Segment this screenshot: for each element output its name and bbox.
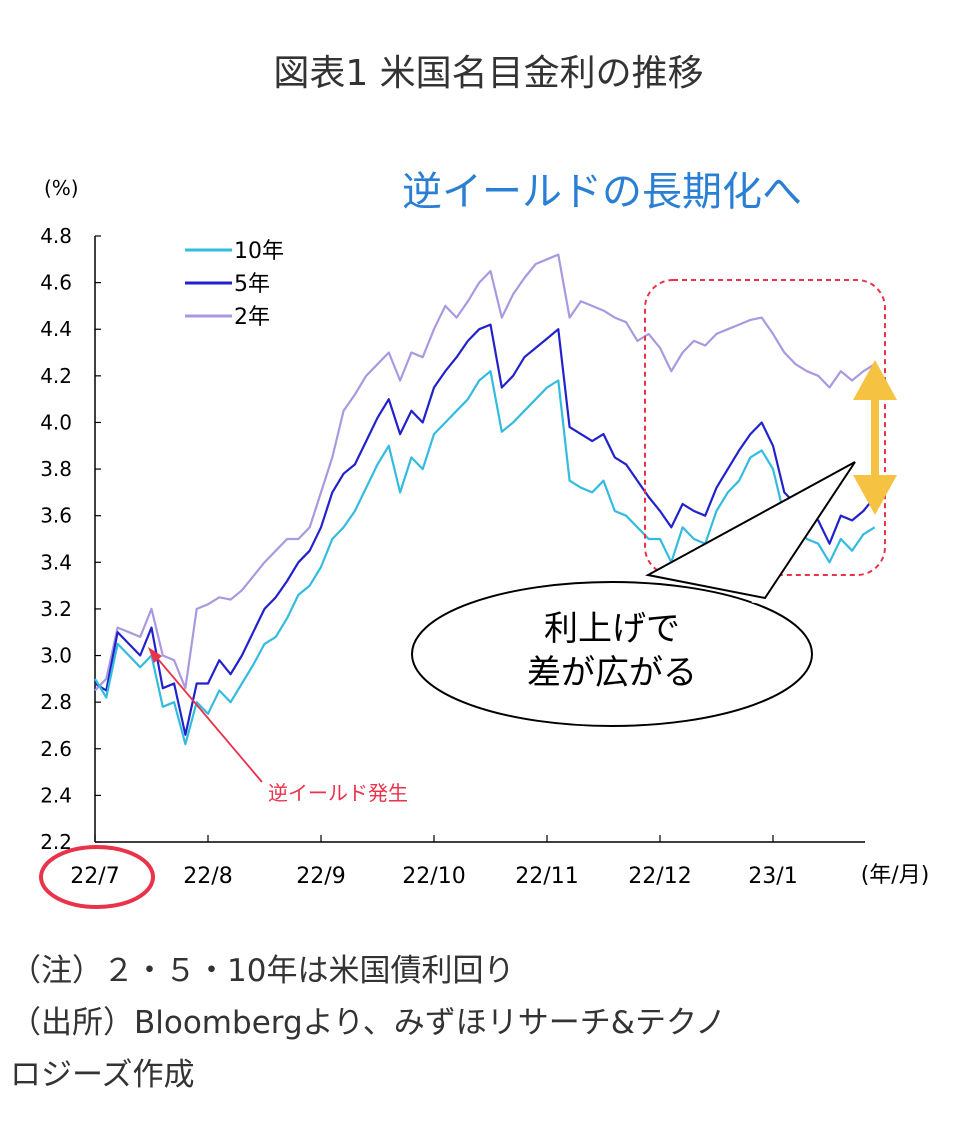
- callout-line-2: 差が広がる: [527, 653, 697, 693]
- inversion-arrow-head: [148, 647, 162, 663]
- y-tick-label: 2.6: [40, 737, 72, 761]
- legend-label: 10年: [234, 239, 284, 264]
- series-layer: 10年 5年 2年: [94, 239, 876, 746]
- figure-title: 図表1 米国名目金利の推移: [273, 53, 704, 94]
- y-tick-label: 2.8: [40, 690, 72, 714]
- x-tick-label: 22/9: [296, 864, 345, 889]
- spread-arrow-head-up: [853, 360, 897, 400]
- y-tick-label: 4.8: [40, 224, 72, 248]
- x-tick-label: 22/8: [183, 864, 232, 889]
- start-month-circle: [39, 845, 155, 909]
- y-tick-label: 4.4: [40, 317, 72, 341]
- note-line-2: （出所）Bloombergより、みずほリサーチ&テクノ: [10, 1005, 727, 1041]
- headline-text: 逆イールドの長期化へ: [402, 169, 802, 215]
- x-tick-label: 22/11: [515, 864, 578, 889]
- x-tick-label: 22/10: [402, 864, 465, 889]
- chart-axes: 2.22.42.62.83.03.23.43.63.84.04.24.44.64…: [40, 176, 929, 889]
- callout-tail: [645, 461, 856, 600]
- y-tick-label: 3.8: [40, 457, 72, 481]
- series-line-5y: [94, 323, 876, 736]
- inversion-label: 逆イールド発生: [268, 781, 408, 805]
- callout-bubble: [411, 581, 813, 727]
- y-tick-label: 4.6: [40, 271, 72, 295]
- y-tick-label: 3.2: [40, 597, 72, 621]
- legend-label: 5年: [234, 272, 270, 297]
- callout-line-1: 利上げで: [544, 609, 680, 649]
- highlight-box: [644, 279, 886, 576]
- y-tick-label: 4.2: [40, 364, 72, 388]
- y-tick-label: 4.0: [40, 410, 72, 434]
- x-tick-label: 22/7: [70, 864, 119, 889]
- spread-arrow-head-down: [853, 475, 897, 515]
- y-tick-label: 3.6: [40, 504, 72, 528]
- series-line-2y: [94, 253, 876, 692]
- notes-block: （注）２・５・10年は米国債利回り （出所）Bloombergより、みずほリサー…: [10, 945, 726, 1101]
- y-tick-label: 2.4: [40, 783, 72, 807]
- x-tick-label: 23/1: [748, 864, 797, 889]
- x-axis-unit: (年/月): [861, 863, 930, 888]
- legend-label: 2年: [234, 305, 270, 330]
- inversion-arrow-line: [151, 651, 263, 783]
- y-tick-label: 3.4: [40, 550, 72, 574]
- callout-join: [751, 597, 791, 608]
- y-axis-unit: (%): [44, 176, 79, 200]
- note-line-3: ロジーズ作成: [10, 1057, 195, 1093]
- note-line-1: （注）２・５・10年は米国債利回り: [10, 953, 515, 989]
- yield-chart: 2.22.42.62.83.03.23.43.63.84.04.24.44.64…: [39, 169, 929, 909]
- series-line-10y: [94, 370, 876, 746]
- y-tick-label: 3.0: [40, 644, 72, 668]
- x-tick-label: 22/12: [628, 864, 691, 889]
